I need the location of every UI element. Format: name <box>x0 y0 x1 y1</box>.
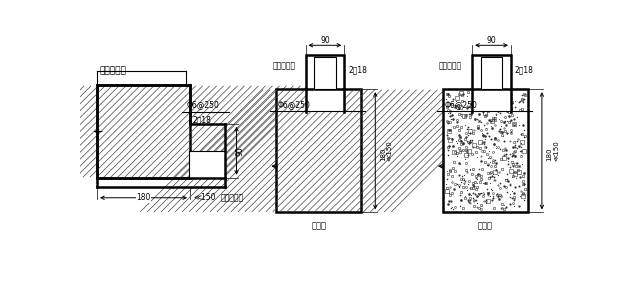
Text: 2䐖18: 2䐖18 <box>515 66 534 74</box>
Bar <box>444 90 527 212</box>
Bar <box>472 89 511 112</box>
Text: 2䐖18: 2䐖18 <box>193 116 211 124</box>
Text: 同剪力墙碎: 同剪力墙碎 <box>272 61 295 71</box>
Text: 180
≪150: 180 ≪150 <box>547 141 559 161</box>
Bar <box>443 89 528 212</box>
Text: Φ6@250: Φ6@250 <box>186 100 219 109</box>
Text: 2䐖18: 2䐖18 <box>348 66 367 74</box>
Text: 剪力墙: 剪力墙 <box>311 222 326 231</box>
Text: 90: 90 <box>236 146 245 156</box>
Bar <box>305 54 344 89</box>
Bar <box>314 57 336 89</box>
Text: 90: 90 <box>320 36 330 45</box>
Bar <box>481 57 502 89</box>
Text: 剪力墙: 剪力墙 <box>478 222 493 231</box>
Text: Φ6@250: Φ6@250 <box>278 100 310 109</box>
Bar <box>305 89 344 112</box>
Bar <box>472 54 511 89</box>
Text: ≪150: ≪150 <box>194 193 216 202</box>
Text: 同剪力墙碎: 同剪力墙碎 <box>221 193 244 202</box>
Text: 同剪力墙碎: 同剪力墙碎 <box>439 61 462 71</box>
Text: Φ6@250: Φ6@250 <box>444 100 477 109</box>
Bar <box>276 89 362 212</box>
Text: 180: 180 <box>136 193 151 202</box>
Bar <box>189 151 225 178</box>
Bar <box>97 85 190 178</box>
Text: 180
≪150: 180 ≪150 <box>380 141 393 161</box>
Bar <box>98 86 189 177</box>
Text: 剪力墙、柱: 剪力墙、柱 <box>99 66 126 75</box>
Bar <box>277 90 360 212</box>
Text: 90: 90 <box>486 36 497 45</box>
